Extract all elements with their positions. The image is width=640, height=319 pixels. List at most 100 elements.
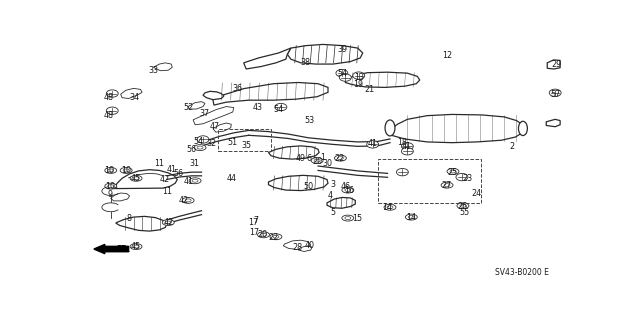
Text: 8: 8 <box>126 214 131 223</box>
Text: 31: 31 <box>189 159 199 168</box>
Polygon shape <box>269 146 319 159</box>
Polygon shape <box>188 102 205 109</box>
Text: 42: 42 <box>163 219 173 227</box>
Ellipse shape <box>367 141 379 148</box>
Text: 27: 27 <box>441 181 451 190</box>
Ellipse shape <box>182 197 194 203</box>
Text: 45: 45 <box>131 242 141 251</box>
Polygon shape <box>269 175 328 190</box>
Text: 18: 18 <box>397 138 408 147</box>
Text: SV43-B0200 E: SV43-B0200 E <box>495 268 548 277</box>
Polygon shape <box>547 60 560 69</box>
Ellipse shape <box>192 179 198 182</box>
Text: 55: 55 <box>460 208 470 217</box>
Text: 42: 42 <box>159 175 170 184</box>
Text: 44: 44 <box>227 174 236 183</box>
Text: 30: 30 <box>322 159 332 168</box>
Ellipse shape <box>401 148 413 155</box>
Polygon shape <box>121 88 142 99</box>
Text: 47: 47 <box>210 122 220 131</box>
Text: 7: 7 <box>253 216 259 225</box>
Ellipse shape <box>447 168 459 174</box>
Text: 23: 23 <box>463 174 473 183</box>
Ellipse shape <box>123 169 129 172</box>
Polygon shape <box>116 216 167 231</box>
Text: 56: 56 <box>186 145 196 154</box>
Text: 10: 10 <box>105 182 115 191</box>
Text: 29: 29 <box>551 60 561 69</box>
Ellipse shape <box>342 215 354 221</box>
Text: 52: 52 <box>183 102 193 112</box>
Polygon shape <box>111 193 129 201</box>
Text: 24: 24 <box>472 189 482 197</box>
Ellipse shape <box>133 245 139 248</box>
Text: 15: 15 <box>352 214 362 223</box>
Text: 10: 10 <box>121 167 131 175</box>
Text: 46: 46 <box>340 182 350 191</box>
Text: 33: 33 <box>148 66 159 75</box>
Ellipse shape <box>385 120 395 136</box>
Text: 34: 34 <box>129 93 140 102</box>
Ellipse shape <box>342 187 354 193</box>
Ellipse shape <box>189 178 201 184</box>
Ellipse shape <box>441 182 453 188</box>
Text: 48: 48 <box>104 111 114 120</box>
Ellipse shape <box>163 219 174 226</box>
Text: 37: 37 <box>199 109 209 118</box>
Ellipse shape <box>257 232 269 238</box>
Text: 41: 41 <box>367 139 378 148</box>
Text: 25: 25 <box>448 168 458 177</box>
Ellipse shape <box>549 89 561 96</box>
Text: 35: 35 <box>241 141 252 150</box>
Text: 10: 10 <box>104 167 114 175</box>
Polygon shape <box>284 240 310 249</box>
Bar <box>378 159 481 203</box>
Ellipse shape <box>133 177 139 180</box>
Ellipse shape <box>353 72 365 79</box>
Ellipse shape <box>336 70 348 77</box>
Polygon shape <box>298 246 312 251</box>
Text: 54: 54 <box>193 137 203 146</box>
Ellipse shape <box>337 157 344 160</box>
Text: FR.: FR. <box>116 245 131 254</box>
Polygon shape <box>327 197 355 208</box>
Text: 5: 5 <box>330 208 335 217</box>
Ellipse shape <box>387 206 393 209</box>
Ellipse shape <box>270 234 282 240</box>
Ellipse shape <box>457 203 469 209</box>
Text: 19: 19 <box>353 80 363 89</box>
Text: 41: 41 <box>167 165 177 174</box>
Ellipse shape <box>335 155 346 161</box>
Ellipse shape <box>165 221 172 224</box>
Text: 41: 41 <box>184 177 194 187</box>
Ellipse shape <box>450 170 456 173</box>
Text: 13: 13 <box>354 73 364 82</box>
Ellipse shape <box>108 169 114 172</box>
Polygon shape <box>244 48 291 69</box>
Text: 50: 50 <box>303 182 313 191</box>
Ellipse shape <box>105 167 116 174</box>
Ellipse shape <box>460 204 466 207</box>
Text: 56: 56 <box>173 169 183 178</box>
Text: 53: 53 <box>304 116 314 125</box>
Text: 22: 22 <box>268 233 278 242</box>
Text: 17: 17 <box>250 228 260 237</box>
Text: 26: 26 <box>458 202 468 211</box>
Text: 20: 20 <box>257 230 267 239</box>
Text: 28: 28 <box>292 242 302 252</box>
Text: 22: 22 <box>335 154 345 163</box>
Text: 54: 54 <box>273 105 284 114</box>
Text: 38: 38 <box>301 58 310 67</box>
Text: 20: 20 <box>312 157 322 166</box>
Ellipse shape <box>130 244 142 249</box>
Polygon shape <box>547 119 560 127</box>
Text: 49: 49 <box>296 154 306 163</box>
Text: 12: 12 <box>442 51 452 60</box>
Ellipse shape <box>405 214 417 220</box>
Ellipse shape <box>408 216 414 219</box>
Text: 32: 32 <box>206 139 216 148</box>
Text: 4: 4 <box>328 191 333 200</box>
Ellipse shape <box>120 167 132 174</box>
Text: 9: 9 <box>107 190 113 199</box>
Text: 11: 11 <box>154 159 164 168</box>
